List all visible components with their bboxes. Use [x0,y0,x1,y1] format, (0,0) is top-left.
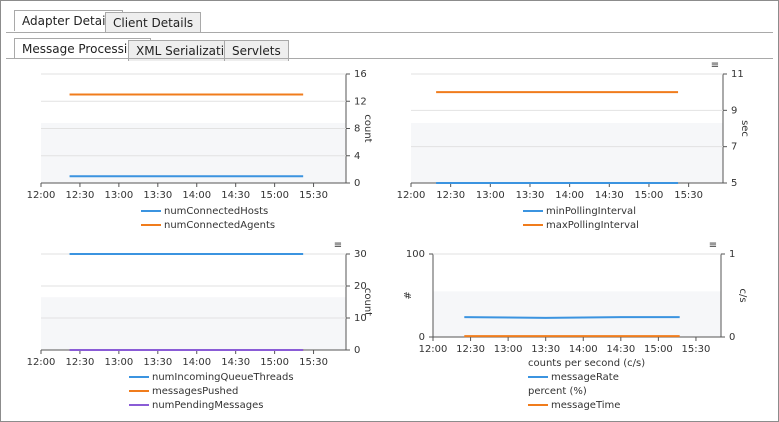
x-tick-label: 13:00 [104,357,133,368]
y-tick-label: 0 [729,332,735,343]
x-tick-label: 12:30 [456,344,485,355]
x-tick-label: 12:00 [397,190,426,201]
plot-band [41,123,346,183]
legend-label: messageTime [551,400,620,411]
tab-rule [6,32,773,33]
tab-rule [6,58,773,59]
x-tick-label: 14:00 [569,344,598,355]
legend-label: numConnectedHosts [164,206,268,217]
y-tick-label: 30 [354,249,367,260]
x-tick-label: 15:00 [260,357,289,368]
x-tick-label: 14:00 [182,190,211,201]
legend-label: messageRate [551,372,619,383]
plot-band [433,291,721,337]
chart-menu: ≡ [709,240,717,251]
legend-label: maxPollingInterval [546,220,639,231]
tab[interactable]: Adapter Details [14,10,124,31]
x-tick-label: 15:30 [299,357,328,368]
series-line [464,316,680,319]
axis-label: count [362,288,373,316]
axis-label: count [362,114,373,142]
legend-label: numIncomingQueueThreads [152,372,294,383]
legend-label: numPendingMessages [152,400,263,411]
legend-label: messagesPushed [152,386,238,397]
x-tick-label: 15:30 [299,190,328,201]
legend-label: numConnectedAgents [164,220,275,231]
x-tick-label: 12:30 [66,357,95,368]
x-tick-label: 12:30 [436,190,465,201]
x-tick-label: 13:30 [143,190,172,201]
x-tick-label: 14:00 [555,190,584,201]
x-tick-label: 15:00 [644,344,673,355]
x-tick-label: 14:30 [595,190,624,201]
axis-label: # [401,291,412,299]
y-tick-label: 10 [354,313,367,324]
x-tick-label: 15:30 [682,344,711,355]
x-tick-label: 14:30 [606,344,635,355]
x-tick-label: 12:00 [419,344,448,355]
x-tick-label: 12:00 [27,190,56,201]
x-tick-label: 13:00 [104,190,133,201]
y-tick-label: 4 [354,151,360,162]
y-tick-label: 7 [731,142,737,153]
y-tick-label: 16 [354,69,367,80]
x-tick-label: 15:00 [260,190,289,201]
subtab[interactable]: XML Serialization [128,40,248,61]
y-tick-label: 1 [729,249,735,260]
y-tick-label: 12 [354,96,367,107]
x-tick-label: 12:30 [66,190,95,201]
x-tick-label: 12:00 [27,357,56,368]
chart-menu: ≡ [334,240,342,251]
subtab[interactable]: Servlets [224,40,289,61]
x-tick-label: 15:30 [674,190,703,201]
axis-label: c/s [737,288,748,302]
legend-group-title: counts per second (c/s) [528,358,645,369]
y-tick-label: 0 [419,332,425,343]
x-tick-label: 14:30 [221,357,250,368]
x-tick-label: 13:00 [476,190,505,201]
x-tick-label: 13:00 [494,344,523,355]
y-tick-label: 11 [731,69,744,80]
plot-band [411,123,723,183]
y-tick-label: 5 [731,178,737,189]
x-tick-label: 14:00 [182,357,211,368]
axis-label: sec [739,120,750,137]
x-tick-label: 15:00 [635,190,664,201]
legend-label: minPollingInterval [546,206,636,217]
x-tick-label: 14:30 [221,190,250,201]
y-tick-label: 0 [354,178,360,189]
y-tick-label: 8 [354,124,360,135]
y-tick-label: 20 [354,281,367,292]
y-tick-label: 100 [406,249,425,260]
x-tick-label: 13:30 [516,190,545,201]
plot-band [41,297,346,350]
tab[interactable]: Client Details [105,12,202,33]
legend-group-title: percent (%) [528,386,587,397]
x-tick-label: 13:30 [143,357,172,368]
x-tick-label: 13:30 [531,344,560,355]
y-tick-label: 9 [731,105,737,116]
chart-menu: ≡ [711,60,719,71]
y-tick-label: 0 [354,345,360,356]
